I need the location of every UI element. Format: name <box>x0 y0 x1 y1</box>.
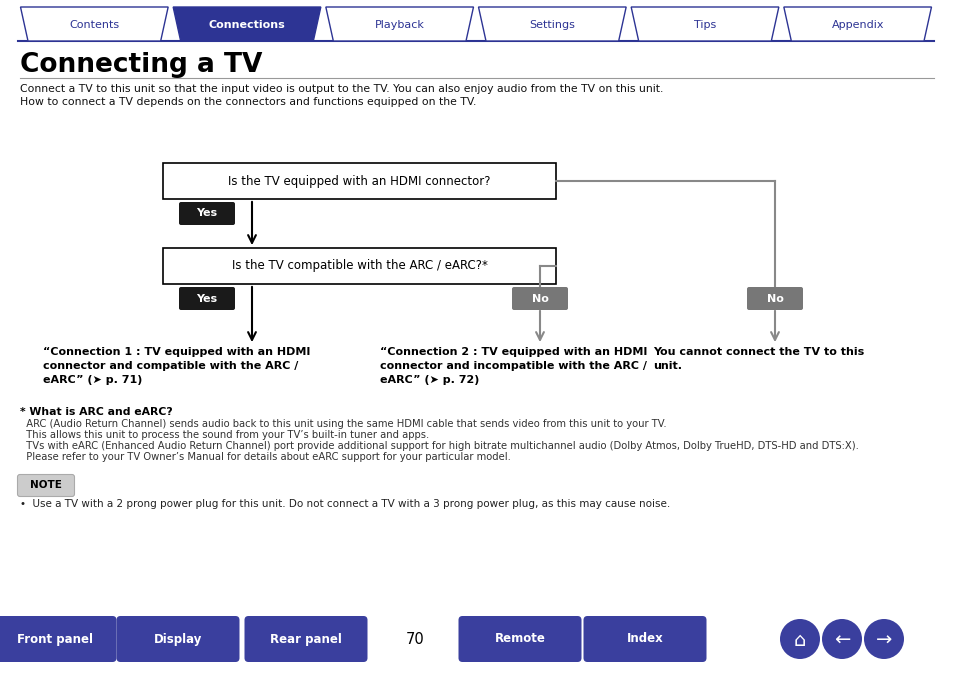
FancyBboxPatch shape <box>512 287 567 310</box>
Text: You cannot connect the TV to this
unit.: You cannot connect the TV to this unit. <box>652 347 863 371</box>
Circle shape <box>863 619 903 659</box>
FancyBboxPatch shape <box>0 616 116 662</box>
FancyBboxPatch shape <box>244 616 367 662</box>
Text: Appendix: Appendix <box>831 20 883 30</box>
Text: Contents: Contents <box>70 20 119 30</box>
Text: Is the TV compatible with the ARC / eARC?*: Is the TV compatible with the ARC / eARC… <box>232 260 487 273</box>
FancyBboxPatch shape <box>458 616 581 662</box>
FancyBboxPatch shape <box>163 248 556 284</box>
Polygon shape <box>326 7 473 41</box>
Polygon shape <box>631 7 778 41</box>
Circle shape <box>780 619 820 659</box>
FancyBboxPatch shape <box>583 616 706 662</box>
Polygon shape <box>20 7 168 41</box>
Text: Yes: Yes <box>196 293 217 304</box>
Text: Connect a TV to this unit so that the input video is output to the TV. You can a: Connect a TV to this unit so that the in… <box>20 84 662 94</box>
Text: 70: 70 <box>405 631 424 647</box>
Text: ARC (Audio Return Channel) sends audio back to this unit using the same HDMI cab: ARC (Audio Return Channel) sends audio b… <box>20 419 666 429</box>
FancyBboxPatch shape <box>116 616 239 662</box>
Text: NOTE: NOTE <box>30 481 62 491</box>
Text: “Connection 2 : TV equipped with an HDMI
connector and incompatible with the ARC: “Connection 2 : TV equipped with an HDMI… <box>379 347 647 385</box>
Circle shape <box>821 619 862 659</box>
Text: Tips: Tips <box>693 20 716 30</box>
Text: How to connect a TV depends on the connectors and functions equipped on the TV.: How to connect a TV depends on the conne… <box>20 97 476 107</box>
Text: Rear panel: Rear panel <box>270 633 341 645</box>
Text: Connecting a TV: Connecting a TV <box>20 52 262 78</box>
Text: Is the TV equipped with an HDMI connector?: Is the TV equipped with an HDMI connecto… <box>228 174 490 188</box>
Text: TVs with eARC (Enhanced Audio Return Channel) port provide additional support fo: TVs with eARC (Enhanced Audio Return Cha… <box>20 441 858 451</box>
FancyBboxPatch shape <box>746 287 802 310</box>
Polygon shape <box>478 7 625 41</box>
Text: Display: Display <box>153 633 202 645</box>
Text: •  Use a TV with a 2 prong power plug for this unit. Do not connect a TV with a : • Use a TV with a 2 prong power plug for… <box>20 499 670 509</box>
Polygon shape <box>783 7 930 41</box>
Text: Settings: Settings <box>529 20 575 30</box>
Text: Please refer to your TV Owner’s Manual for details about eARC support for your p: Please refer to your TV Owner’s Manual f… <box>20 452 511 462</box>
Text: Yes: Yes <box>196 209 217 219</box>
Text: →: → <box>875 631 891 649</box>
Text: This allows this unit to process the sound from your TV’s built-in tuner and app: This allows this unit to process the sou… <box>20 430 429 440</box>
FancyBboxPatch shape <box>179 202 234 225</box>
Text: ⌂: ⌂ <box>793 631 805 649</box>
Text: Index: Index <box>626 633 662 645</box>
Text: No: No <box>766 293 782 304</box>
Text: Playback: Playback <box>375 20 424 30</box>
Text: No: No <box>531 293 548 304</box>
Polygon shape <box>173 7 320 41</box>
FancyBboxPatch shape <box>17 474 74 497</box>
Text: Front panel: Front panel <box>17 633 92 645</box>
Text: Connections: Connections <box>209 20 285 30</box>
Text: “Connection 1 : TV equipped with an HDMI
connector and compatible with the ARC /: “Connection 1 : TV equipped with an HDMI… <box>43 347 310 385</box>
Text: Remote: Remote <box>494 633 545 645</box>
FancyBboxPatch shape <box>179 287 234 310</box>
Text: * What is ARC and eARC?: * What is ARC and eARC? <box>20 407 172 417</box>
Text: ←: ← <box>833 631 849 649</box>
FancyBboxPatch shape <box>163 163 556 199</box>
